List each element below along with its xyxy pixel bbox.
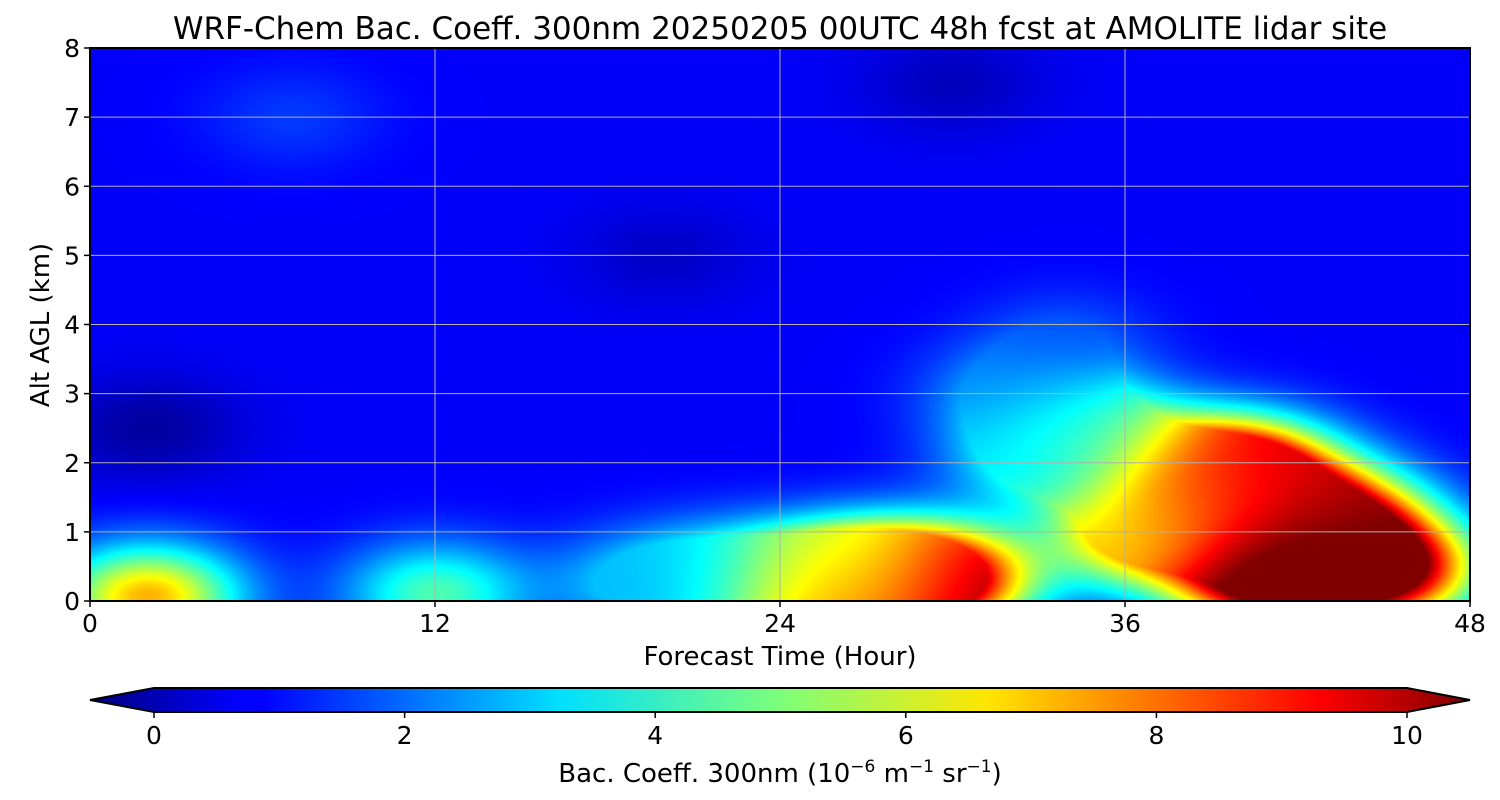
colorbar-tick-label: 10: [1391, 721, 1423, 750]
y-tick-label: 8: [64, 34, 80, 63]
x-axis: 0 12 24 36 48: [82, 601, 1486, 638]
y-tick-label: 6: [64, 172, 80, 201]
colorbar-tick-label: 2: [397, 721, 413, 750]
colorbar-tick-label: 8: [1148, 721, 1164, 750]
y-axis-label: Alt AGL (km): [26, 243, 56, 407]
x-tick-label: 36: [1109, 609, 1141, 638]
x-tick-label: 24: [764, 609, 796, 638]
colorbar-bar: [90, 688, 1470, 712]
y-tick-label: 7: [64, 103, 80, 132]
y-tick-label: 4: [64, 311, 80, 340]
colorbar-tick-label: 0: [146, 721, 162, 750]
colorbar: 0 2 4 6 8 10 Bac. Coeff. 300nm (10−6 m−1 sr−1…: [90, 688, 1470, 789]
y-tick-label: 0: [64, 587, 80, 616]
x-tick-label: 0: [82, 609, 98, 638]
y-tick-label: 5: [64, 241, 80, 270]
chart-title: WRF-Chem Bac. Coeff. 300nm 20250205 00UT…: [173, 11, 1387, 47]
colorbar-label: Bac. Coeff. 300nm (10−6 m−1 sr−1): [558, 757, 1001, 789]
y-axis: 0 1 2 3 4 5 6 7 8: [64, 34, 90, 616]
x-tick-label: 48: [1454, 609, 1486, 638]
y-tick-label: 1: [64, 518, 80, 547]
x-tick-label: 12: [419, 609, 451, 638]
colorbar-ticks: 0 2 4 6 8 10: [146, 712, 1423, 750]
y-tick-label: 2: [64, 449, 80, 478]
colorbar-tick-label: 4: [647, 721, 663, 750]
colorbar-tick-label: 6: [898, 721, 914, 750]
y-tick-label: 3: [64, 380, 80, 409]
plot-area: [90, 48, 1470, 601]
x-axis-label: Forecast Time (Hour): [643, 642, 916, 672]
